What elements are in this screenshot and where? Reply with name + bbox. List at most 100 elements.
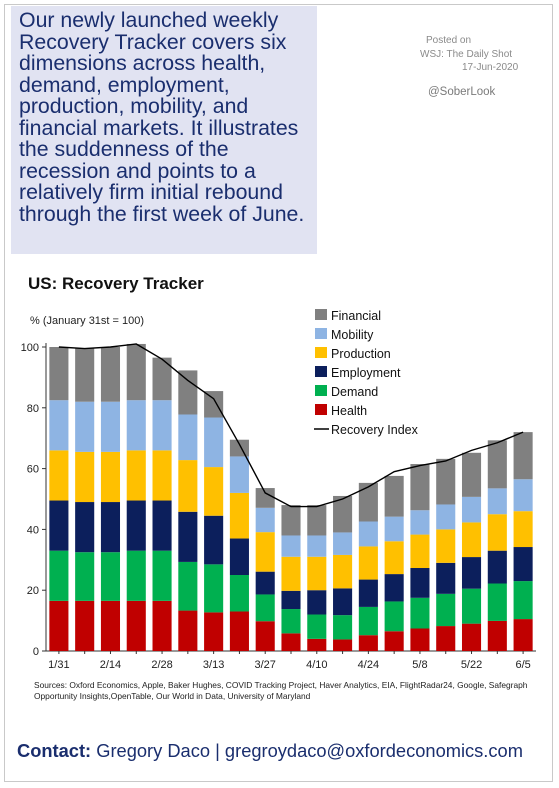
bar-segment-demand [49,550,69,601]
bar-segment-mobility [487,488,507,515]
headline-text: Our newly launched weekly Recovery Track… [11,6,317,254]
bar-segment-production [152,450,172,501]
bar-segment-production [281,556,301,591]
legend-swatch-mobility [315,328,327,339]
bar-segment-health [358,635,378,651]
y-tick-label: 40 [27,524,39,536]
bar-segment-employment [204,515,224,565]
bar-segment-production [410,534,430,569]
bar-segment-employment [461,557,482,589]
bar-segment-employment [100,502,121,553]
bar-segment-health [384,631,404,651]
bar-segment-employment [281,590,301,610]
bar-segment-production [513,511,533,548]
bar-segment-production [358,546,378,580]
bar-segment-employment [513,547,533,582]
bar-segment-production [487,514,507,551]
bar-segment-production [255,532,275,572]
bar-segment-mobility [204,417,224,468]
sources-line-1: Sources: Oxford Economics, Apple, Baker … [34,680,528,690]
bar-segment-employment [333,588,353,616]
bar-segment-demand [126,550,146,601]
bar-segment-demand [384,601,404,632]
bar-segment-financial [358,482,378,522]
bar-segment-health [513,619,533,651]
bar-segment-demand [333,615,353,640]
bar-segment-demand [307,614,327,639]
bar-segment-demand [358,606,378,636]
bar-segment-health [487,620,507,651]
chart-title: US: Recovery Tracker [28,274,204,293]
bar-segment-employment [384,574,404,602]
bar-segment-health [281,633,301,651]
x-tick-label: 2/14 [100,659,121,671]
bar-segment-mobility [75,401,95,452]
bar-segment-financial [204,391,224,418]
x-tick-label: 4/10 [306,659,327,671]
bar-segment-demand [436,593,456,627]
sources-note: Sources: Oxford Economics, Apple, Baker … [34,680,554,702]
bar-segment-mobility [358,521,378,547]
x-tick-label: 3/13 [203,659,224,671]
bar-segment-mobility [178,414,198,461]
author-handle: @SoberLook [428,86,496,98]
legend-swatch-employment [315,366,327,377]
contact-line: Contact: Gregory Daco | gregroydaco@oxfo… [17,740,523,762]
bar-segment-mobility [461,496,482,523]
bar-segment-health [178,610,198,651]
bar-segment-financial [333,495,353,533]
legend-swatch-production [315,347,327,358]
bar-segment-demand [410,597,430,629]
bar-segment-employment [229,538,249,575]
legend-label: Mobility [331,328,374,342]
bar-segment-health [126,600,146,651]
bar-segment-production [100,451,121,503]
bar-segment-demand [461,588,482,624]
bar-segment-demand [75,552,95,601]
bar-segment-mobility [126,400,146,451]
bar-segment-health [410,628,430,651]
posted-label: Posted on [426,35,472,46]
bar-segment-mobility [100,401,121,452]
bar-segment-financial [461,452,482,497]
bar-segment-health [152,600,172,651]
bar-segment-demand [255,594,275,622]
bar-segment-production [178,460,198,512]
legend-label: Demand [331,385,378,399]
bar-segment-mobility [513,479,533,512]
legend-swatch-demand [315,385,327,396]
bar-segment-demand [178,561,198,611]
bar-segment-employment [436,562,456,594]
bar-segment-demand [513,581,533,620]
bar-segment-employment [75,502,95,553]
bar-segment-financial [487,440,507,489]
x-tick-label: 6/5 [515,659,530,671]
page-frame [4,4,553,782]
x-tick-label: 3/27 [254,659,275,671]
bar-segment-health [333,639,353,651]
bar-segment-demand [204,564,224,613]
x-tick-label: 5/22 [461,659,482,671]
legend-label: Recovery Index [331,423,419,437]
legend-swatch-financial [315,309,327,320]
bar-segment-employment [358,579,378,607]
y-tick-label: 20 [27,585,39,597]
bar-segment-employment [255,571,275,595]
bar-segment-production [461,522,482,558]
bar-segment-financial [513,432,533,480]
bar-segment-demand [487,583,507,621]
x-tick-label: 4/24 [358,659,379,671]
bar-segment-financial [152,357,172,401]
bar-segment-production [229,492,249,539]
bar-segment-health [49,600,69,651]
bar-segment-production [49,450,69,501]
bar-segment-employment [126,500,146,551]
y-tick-label: 80 [27,403,39,415]
bar-segment-production [307,556,327,591]
legend-label: Financial [331,309,381,323]
bar-segment-employment [178,511,198,562]
bar-segment-health [436,626,456,651]
sources-line-2: Opportunity Insights,OpenTable, Our Worl… [34,691,311,701]
bar-segment-financial [178,370,198,415]
legend-label: Employment [331,366,401,380]
